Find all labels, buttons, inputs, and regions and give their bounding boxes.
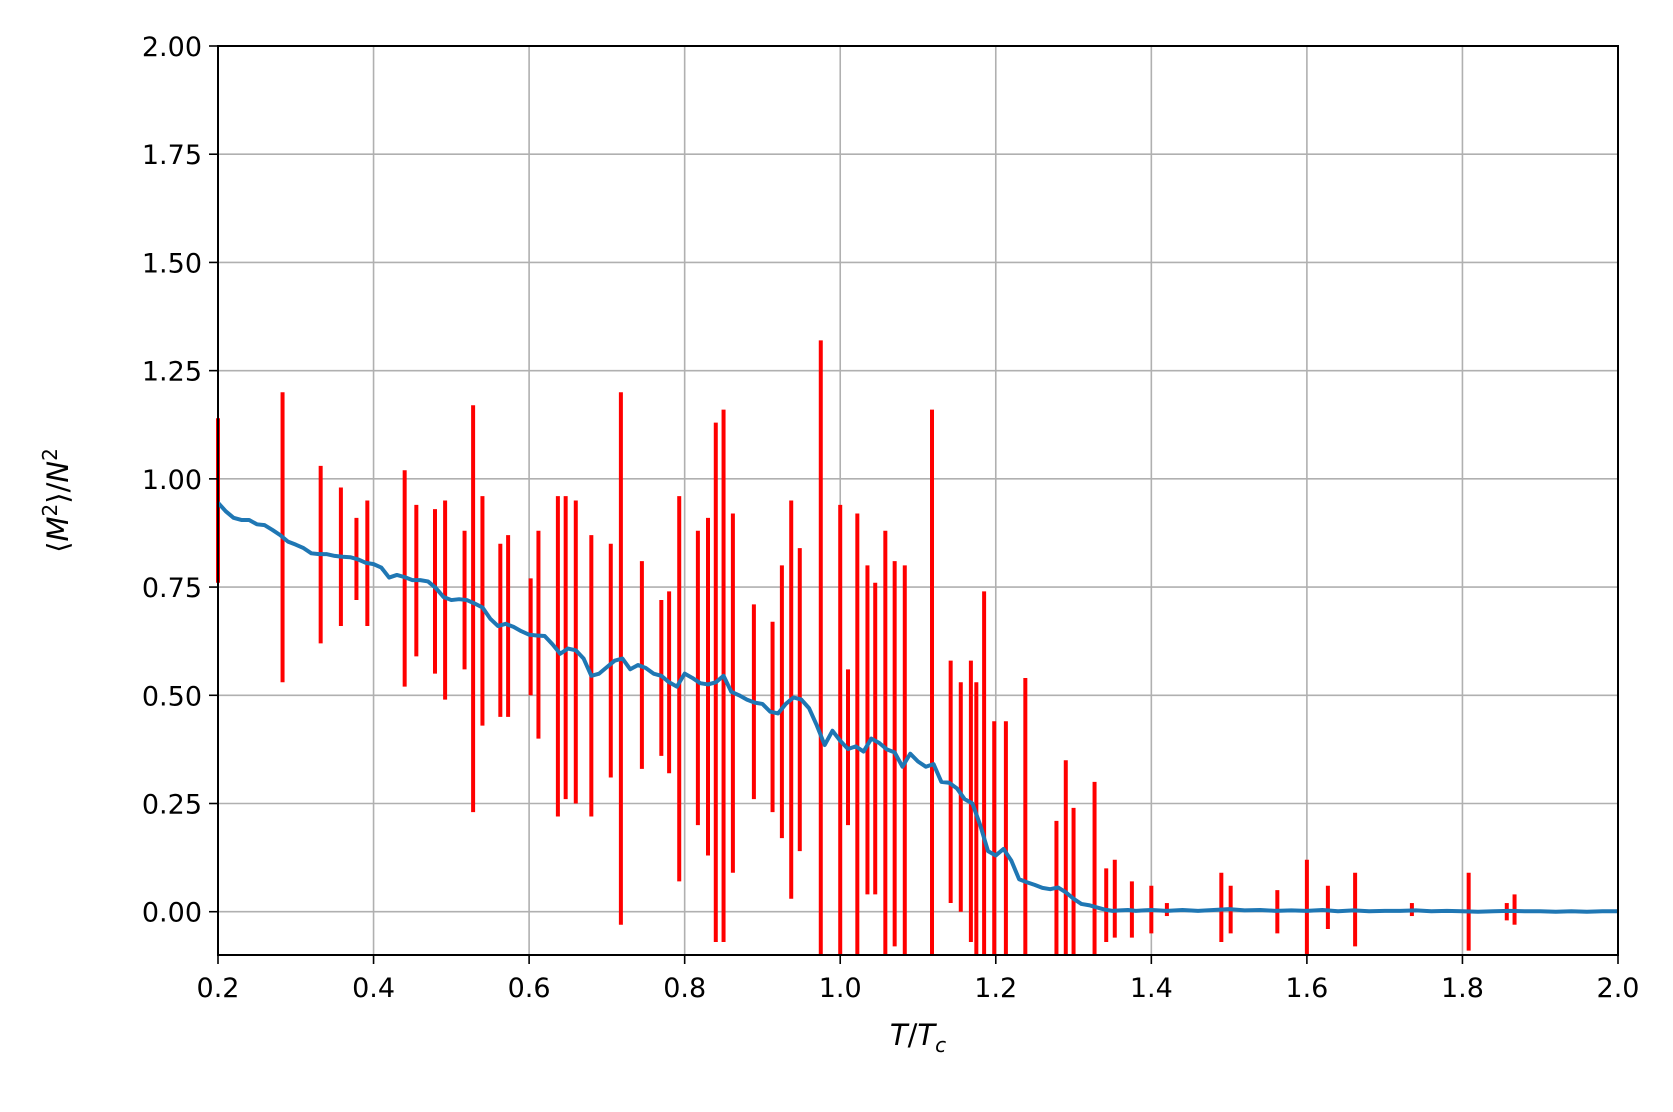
x-tick-label: 1.4 bbox=[1130, 973, 1173, 1004]
x-label-T: T bbox=[890, 1018, 910, 1052]
y-tick-label: 0.00 bbox=[142, 898, 202, 929]
y-tick-label: 1.00 bbox=[142, 465, 202, 496]
x-tick-label: 1.6 bbox=[1285, 973, 1328, 1004]
x-tick-label: 0.6 bbox=[508, 973, 551, 1004]
y-tick-label: 0.75 bbox=[142, 573, 202, 604]
x-tick-label: 0.8 bbox=[663, 973, 706, 1004]
x-tick-label: 1.8 bbox=[1441, 973, 1484, 1004]
x-label-sub: c bbox=[935, 1033, 946, 1057]
y-tick-label: 1.25 bbox=[142, 357, 202, 388]
x-tick-label: 0.4 bbox=[352, 973, 395, 1004]
x-tick-label: 1.0 bbox=[819, 973, 862, 1004]
x-tick-label: 1.2 bbox=[974, 973, 1017, 1004]
data-series bbox=[216, 501, 1618, 914]
y-tick-label: 1.50 bbox=[142, 248, 202, 279]
y-tick-label: 0.50 bbox=[142, 681, 202, 712]
plot-frame bbox=[217, 45, 1619, 956]
y-tick-label: 2.00 bbox=[142, 32, 202, 63]
series-line bbox=[216, 501, 1618, 914]
x-tick-label: 2.0 bbox=[1597, 973, 1640, 1004]
x-label-slash: / bbox=[908, 1018, 918, 1052]
y-tick-label: 0.25 bbox=[142, 790, 202, 821]
x-label-T2: T bbox=[917, 1018, 937, 1052]
y-axis-label: ⟨M2⟩/N2 bbox=[38, 448, 75, 553]
y-axis-ticks: 0.00 0.25 0.50 0.75 1.00 1.25 1.50 1.75 2.00 bbox=[142, 32, 218, 929]
x-tick-label: 0.2 bbox=[197, 973, 240, 1004]
y-tick-label: 1.75 bbox=[142, 140, 202, 171]
grid bbox=[217, 45, 1619, 955]
x-axis-label: T/Tc bbox=[890, 1018, 946, 1057]
x-axis-ticks: 0.2 0.4 0.6 0.8 1.0 1.2 1.4 1.6 1.8 2.0 bbox=[197, 955, 1640, 1004]
